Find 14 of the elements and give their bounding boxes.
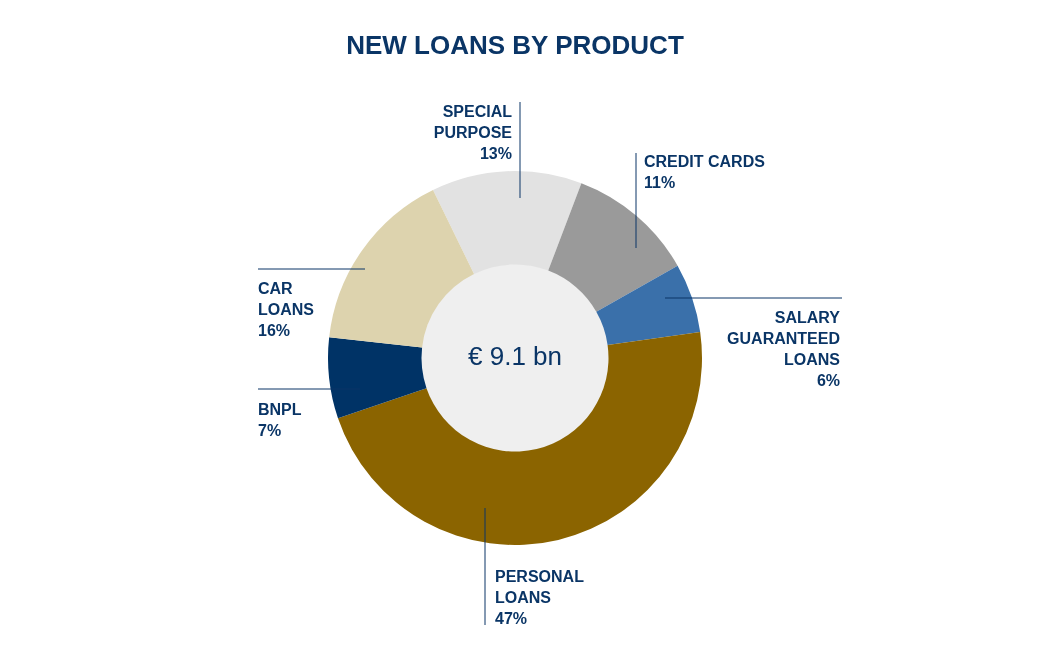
slice-label: CREDIT CARDS [644,153,766,170]
slice-label: BNPL [258,401,302,418]
data-label: 16% [258,322,291,339]
chart-title: NEW LOANS BY PRODUCT [346,30,684,60]
slice-label: SPECIAL PURPOSE [433,103,513,141]
slice-label: SALARY GUARANTEED LOANS [727,309,841,368]
slice-label: PERSONAL LOANS [495,568,585,606]
data-label: 11% [644,174,676,191]
slice-label: CAR LOANS [258,280,315,318]
data-label: 7% [258,422,282,439]
data-label: 6% [816,372,840,389]
text: € 9.1 bn [468,341,562,372]
data-label: 13% [479,145,512,162]
data-label: 47% [495,610,528,627]
